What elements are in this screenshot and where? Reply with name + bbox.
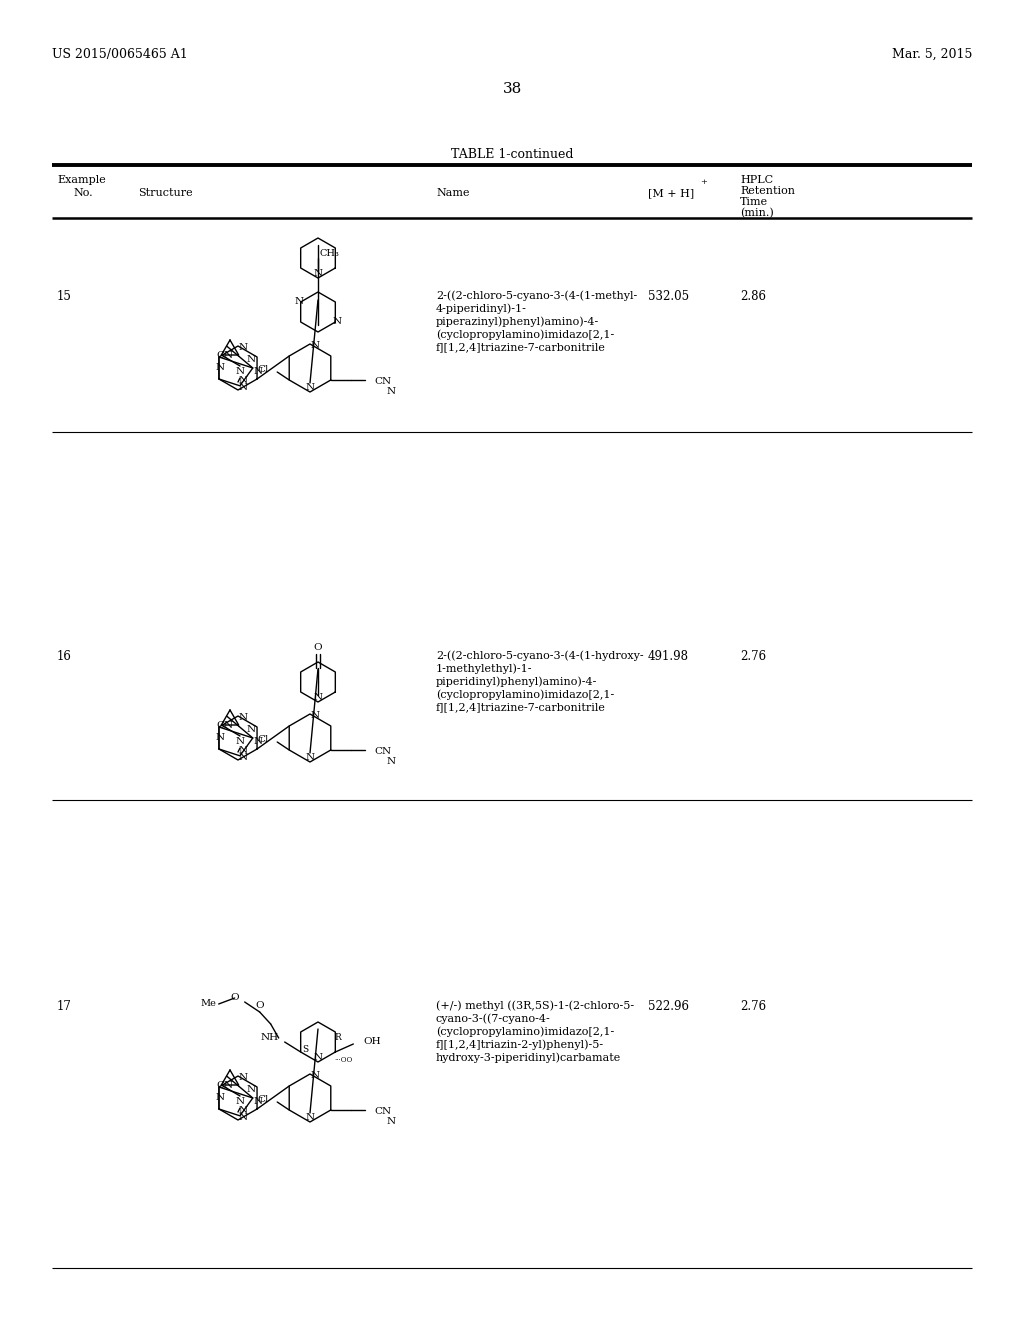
Text: HPLC: HPLC — [740, 176, 773, 185]
Text: N: N — [239, 714, 248, 722]
Text: N: N — [305, 383, 314, 392]
Text: Cl: Cl — [258, 734, 269, 743]
Text: N: N — [236, 367, 245, 376]
Text: N: N — [310, 342, 319, 351]
Text: piperazinyl)phenyl)amino)-4-: piperazinyl)phenyl)amino)-4- — [436, 315, 599, 326]
Text: f][1,2,4]triazine-7-carbonitrile: f][1,2,4]triazine-7-carbonitrile — [436, 342, 606, 352]
Text: Example: Example — [57, 176, 105, 185]
Text: N: N — [239, 376, 248, 385]
Text: N: N — [305, 1113, 314, 1122]
Text: S: S — [303, 1045, 309, 1055]
Text: OH: OH — [364, 1038, 381, 1047]
Text: 2.76: 2.76 — [740, 1001, 766, 1012]
Text: f][1,2,4]triazin-2-yl)phenyl)-5-: f][1,2,4]triazin-2-yl)phenyl)-5- — [436, 1039, 604, 1049]
Text: 2.76: 2.76 — [740, 649, 766, 663]
Text: N: N — [310, 1072, 319, 1081]
Text: Structure: Structure — [138, 187, 193, 198]
Text: hydroxy-3-piperidinyl)carbamate: hydroxy-3-piperidinyl)carbamate — [436, 1052, 622, 1063]
Text: CN: CN — [375, 378, 392, 387]
Text: N: N — [333, 318, 342, 326]
Text: N: N — [239, 384, 248, 392]
Text: N: N — [239, 746, 248, 755]
Text: CH₃: CH₃ — [319, 248, 340, 257]
Text: N: N — [236, 1097, 245, 1106]
Text: 15: 15 — [57, 290, 72, 304]
Text: NH: NH — [260, 1034, 279, 1043]
Text: (cyclopropylamino)imidazo[2,1-: (cyclopropylamino)imidazo[2,1- — [436, 329, 614, 339]
Text: 2-((2-chloro-5-cyano-3-(4-(1-methyl-: 2-((2-chloro-5-cyano-3-(4-(1-methyl- — [436, 290, 637, 301]
Text: N: N — [215, 733, 224, 742]
Text: Me: Me — [201, 999, 217, 1008]
Text: N: N — [305, 752, 314, 762]
Text: N: N — [239, 1073, 248, 1082]
Text: N: N — [247, 726, 256, 734]
Text: CN: CN — [375, 747, 392, 756]
Text: cyano-3-((7-cyano-4-: cyano-3-((7-cyano-4- — [436, 1012, 551, 1023]
Text: N: N — [387, 758, 396, 767]
Text: N: N — [239, 1114, 248, 1122]
Text: O: O — [230, 994, 239, 1002]
Text: 491.98: 491.98 — [648, 649, 689, 663]
Text: N: N — [215, 1093, 224, 1102]
Text: N: N — [215, 363, 224, 372]
Text: TABLE 1-continued: TABLE 1-continued — [451, 148, 573, 161]
Text: Name: Name — [436, 187, 469, 198]
Text: (+/-) methyl ((3R,5S)-1-(2-chloro-5-: (+/-) methyl ((3R,5S)-1-(2-chloro-5- — [436, 1001, 634, 1011]
Text: 1-methylethyl)-1-: 1-methylethyl)-1- — [436, 663, 532, 673]
Text: [M + H]: [M + H] — [648, 187, 694, 198]
Text: 522.96: 522.96 — [648, 1001, 689, 1012]
Text: N: N — [236, 738, 245, 747]
Text: Mar. 5, 2015: Mar. 5, 2015 — [892, 48, 972, 61]
Text: N: N — [247, 1085, 256, 1094]
Text: N: N — [253, 1097, 262, 1106]
Text: Time: Time — [740, 197, 768, 207]
Text: N: N — [387, 1118, 396, 1126]
Text: f][1,2,4]triazine-7-carbonitrile: f][1,2,4]triazine-7-carbonitrile — [436, 702, 606, 711]
Text: 532.05: 532.05 — [648, 290, 689, 304]
Text: R: R — [335, 1032, 342, 1041]
Text: No.: No. — [73, 187, 92, 198]
Text: N: N — [239, 754, 248, 763]
Text: piperidinyl)phenyl)amino)-4-: piperidinyl)phenyl)amino)-4- — [436, 676, 597, 686]
Text: N: N — [239, 343, 248, 352]
Text: N: N — [313, 693, 323, 702]
Text: +: + — [700, 178, 707, 186]
Text: Retention: Retention — [740, 186, 795, 195]
Text: (cyclopropylamino)imidazo[2,1-: (cyclopropylamino)imidazo[2,1- — [436, 689, 614, 700]
Text: 17: 17 — [57, 1001, 72, 1012]
Text: 38: 38 — [503, 82, 521, 96]
Text: CN: CN — [216, 351, 233, 359]
Text: 4-piperidinyl)-1-: 4-piperidinyl)-1- — [436, 304, 527, 314]
Text: 16: 16 — [57, 649, 72, 663]
Text: N: N — [313, 1053, 323, 1063]
Text: N: N — [294, 297, 303, 306]
Text: 2-((2-chloro-5-cyano-3-(4-(1-hydroxy-: 2-((2-chloro-5-cyano-3-(4-(1-hydroxy- — [436, 649, 644, 660]
Text: N: N — [239, 1106, 248, 1115]
Text: (min.): (min.) — [740, 209, 774, 218]
Text: CN: CN — [216, 721, 233, 730]
Text: O: O — [255, 1002, 264, 1011]
Text: N: N — [313, 269, 323, 279]
Text: N: N — [253, 367, 262, 376]
Text: N: N — [387, 388, 396, 396]
Text: 2.86: 2.86 — [740, 290, 766, 304]
Text: Cl: Cl — [258, 1094, 269, 1104]
Text: ···OO: ···OO — [334, 1056, 352, 1064]
Text: N: N — [253, 738, 262, 747]
Text: (cyclopropylamino)imidazo[2,1-: (cyclopropylamino)imidazo[2,1- — [436, 1026, 614, 1036]
Text: CN: CN — [375, 1107, 392, 1117]
Text: N: N — [310, 711, 319, 721]
Text: N: N — [247, 355, 256, 364]
Text: US 2015/0065465 A1: US 2015/0065465 A1 — [52, 48, 187, 61]
Text: CN: CN — [216, 1081, 233, 1089]
Text: O: O — [313, 644, 323, 652]
Text: Cl: Cl — [258, 364, 269, 374]
